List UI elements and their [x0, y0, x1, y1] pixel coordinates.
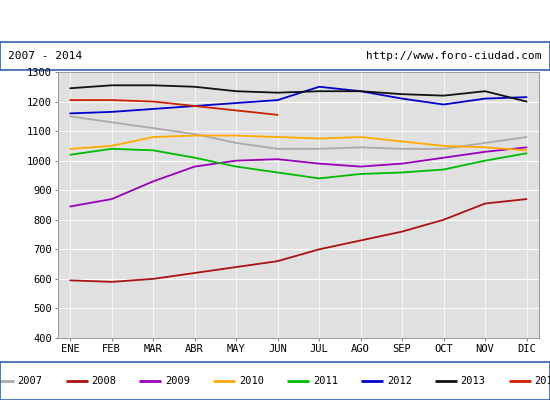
Text: 2008: 2008 — [91, 376, 117, 386]
Text: 2012: 2012 — [387, 376, 412, 386]
Text: 2013: 2013 — [461, 376, 486, 386]
Text: http://www.foro-ciudad.com: http://www.foro-ciudad.com — [366, 51, 542, 61]
Text: 2007: 2007 — [18, 376, 42, 386]
Text: 2014: 2014 — [535, 376, 550, 386]
Text: 2011: 2011 — [313, 376, 338, 386]
Text: 2009: 2009 — [166, 376, 190, 386]
Text: 2007 - 2014: 2007 - 2014 — [8, 51, 82, 61]
Text: Evolucion del paro registrado en Valsequillo de Gran Canaria: Evolucion del paro registrado en Valsequ… — [35, 14, 515, 28]
Text: 2010: 2010 — [239, 376, 264, 386]
